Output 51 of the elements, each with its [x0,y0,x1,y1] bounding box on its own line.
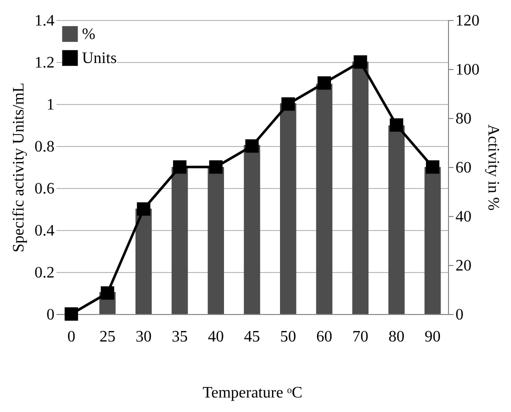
bar [280,103,296,314]
y2-tick-label: 100 [456,62,480,78]
y-tick-label: 0 [46,306,54,324]
x-tick-label: 35 [172,328,188,346]
x-tick-label: 90 [424,328,441,346]
point [354,55,368,69]
legend-label: % [82,26,96,43]
y2-tick-label: 0 [456,306,464,324]
bar [352,62,369,314]
point [390,118,404,132]
bar [135,208,152,314]
point [245,139,259,153]
x-axis-title: Temperature ᵒC [202,384,302,402]
x-tick-label: 45 [244,328,260,346]
x-tick-label: 50 [280,328,296,346]
point [209,160,223,174]
bar [208,167,224,314]
point [426,160,440,174]
y2-axis-title: Activity in % [484,124,502,211]
y-tick-label: 1.2 [34,54,54,72]
y-tick-label: 1 [46,96,54,114]
y2-tick-label: 60 [456,160,472,176]
bar [424,167,441,314]
y-tick-label: 0.6 [34,180,54,198]
x-tick-label: 30 [136,328,152,346]
y2-tick-label: 120 [456,12,480,30]
y-tick-label: 0.8 [34,138,54,156]
bar [172,167,188,314]
x-tick-label: 40 [208,328,224,346]
point [136,202,150,216]
legend-label: Units [82,50,117,67]
y-tick-label: 0.4 [34,222,54,240]
y-tick-label: 0.2 [34,264,54,282]
bar [244,144,260,314]
y2-tick-label: 80 [456,110,472,128]
x-tick-label: 25 [99,328,116,346]
y2-tick-label: 40 [456,208,472,226]
x-tick-label: 70 [352,328,368,346]
y-tick-label: 1.4 [34,12,54,30]
point [173,160,186,174]
point [100,286,114,300]
point [281,97,295,111]
x-tick-label: 0 [67,328,76,346]
bar [316,84,332,314]
point [318,76,331,90]
x-tick-label: 80 [388,328,405,346]
y2-tick-label: 20 [456,258,472,274]
point [64,307,78,321]
x-tick-label: 60 [316,328,332,346]
y-axis-title: Specific activity Units/mL [10,82,28,252]
bar [388,125,405,314]
